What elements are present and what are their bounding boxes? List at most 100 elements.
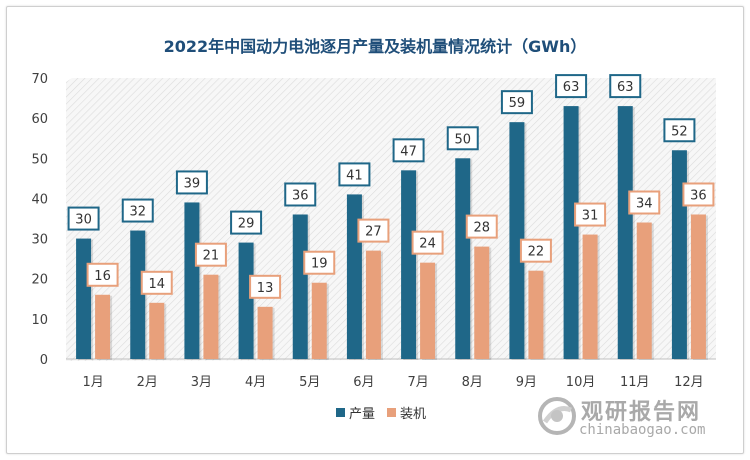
- bar-installed: [636, 222, 652, 359]
- bar-production: [671, 150, 687, 359]
- bar-production: [130, 230, 146, 359]
- bar-installed: [420, 262, 436, 359]
- bar-installed: [311, 282, 327, 359]
- bar-production: [184, 202, 200, 359]
- data-label-box: [284, 182, 317, 207]
- bar-production: [563, 106, 579, 359]
- watermark-logo-icon: [538, 397, 576, 435]
- data-label: 50: [454, 132, 471, 147]
- data-label: 39: [184, 176, 201, 191]
- data-label-box: [446, 126, 479, 151]
- data-label: 34: [636, 197, 653, 212]
- bar-production: [238, 242, 254, 359]
- x-tick-label: 11月: [620, 375, 650, 390]
- data-label-box: [628, 190, 661, 215]
- legend-swatch-production: [336, 408, 345, 417]
- data-label: 27: [365, 225, 382, 240]
- data-label: 28: [473, 221, 490, 236]
- data-label: 21: [203, 249, 220, 264]
- data-label: 63: [563, 80, 580, 95]
- y-tick-label: 10: [31, 313, 48, 328]
- bar-production: [455, 158, 471, 359]
- data-label-box: [194, 242, 227, 267]
- data-label: 59: [509, 96, 526, 111]
- bar-installed: [365, 250, 381, 359]
- data-label: 36: [690, 188, 707, 203]
- data-label: 24: [419, 237, 436, 252]
- data-label: 63: [617, 80, 634, 95]
- data-label: 31: [582, 209, 599, 224]
- x-tick-label: 12月: [674, 375, 704, 390]
- data-label-box: [230, 210, 263, 235]
- data-label-box: [357, 218, 390, 243]
- bar-installed: [582, 234, 598, 359]
- data-label-box: [67, 206, 100, 231]
- data-label: 32: [129, 205, 146, 220]
- data-label: 29: [238, 217, 255, 232]
- data-label: 16: [94, 269, 111, 284]
- bar-installed: [149, 302, 165, 359]
- x-tick-label: 6月: [353, 375, 374, 390]
- data-label-box: [555, 74, 588, 99]
- data-label-box: [500, 90, 533, 115]
- bar-installed: [474, 246, 490, 359]
- data-label-box: [121, 198, 154, 223]
- watermark: 观研报告网 chinabaogao.com: [535, 392, 735, 447]
- y-tick-label: 40: [31, 192, 48, 207]
- data-label: 19: [311, 257, 328, 272]
- x-tick-label: 8月: [462, 375, 483, 390]
- x-tick-label: 10月: [566, 375, 596, 390]
- data-label: 30: [75, 213, 92, 228]
- data-label-box: [574, 202, 607, 227]
- data-label-box: [86, 262, 119, 287]
- x-tick-label: 5月: [299, 375, 320, 390]
- data-label-box: [609, 74, 642, 99]
- x-tick-label: 7月: [407, 375, 428, 390]
- legend-swatch-installed: [387, 408, 396, 417]
- y-tick-label: 20: [31, 273, 48, 288]
- data-label-box: [303, 250, 336, 275]
- bar-production: [401, 170, 417, 359]
- data-label-box: [411, 230, 444, 255]
- x-tick-label: 3月: [191, 375, 212, 390]
- data-label-box: [338, 162, 371, 187]
- watermark-name: 观研报告网: [581, 400, 702, 425]
- data-label: 41: [346, 168, 363, 183]
- bar-installed: [528, 270, 544, 359]
- x-tick-label: 9月: [516, 375, 537, 390]
- bar-production: [76, 238, 92, 359]
- data-label-box: [392, 138, 425, 163]
- watermark-url: chinabaogao.com: [579, 422, 706, 438]
- bar-installed: [95, 294, 111, 359]
- legend-label-production: 产量: [349, 407, 375, 422]
- plot-background: [66, 78, 716, 361]
- data-label-box: [249, 274, 282, 299]
- data-label: 14: [148, 277, 165, 292]
- data-label: 22: [528, 245, 545, 260]
- y-tick-label: 0: [40, 353, 48, 368]
- y-tick-label: 50: [31, 152, 48, 167]
- y-tick-label: 30: [31, 233, 48, 248]
- bar-installed: [257, 306, 273, 359]
- x-tick-label: 4月: [245, 375, 266, 390]
- bar-production: [292, 214, 308, 359]
- x-tick-label: 1月: [82, 375, 103, 390]
- data-label-box: [140, 270, 173, 295]
- data-label-box: [663, 118, 696, 143]
- data-label: 52: [671, 124, 688, 139]
- data-label: 47: [400, 144, 417, 159]
- bar-production: [617, 106, 633, 359]
- bar-installed: [203, 274, 219, 359]
- data-label-box: [175, 170, 208, 195]
- data-label: 13: [257, 281, 274, 296]
- chart-title: 2022年中国动力电池逐月产量及装机量情况统计（GWh）: [163, 37, 587, 56]
- bar-production: [509, 122, 525, 360]
- data-label-box: [682, 182, 715, 207]
- data-label: 36: [292, 188, 309, 203]
- bar-installed: [690, 214, 706, 359]
- data-label-box: [465, 214, 498, 239]
- x-tick-label: 2月: [137, 375, 158, 390]
- data-label-box: [519, 238, 552, 263]
- legend-label-installed: 装机: [400, 407, 426, 422]
